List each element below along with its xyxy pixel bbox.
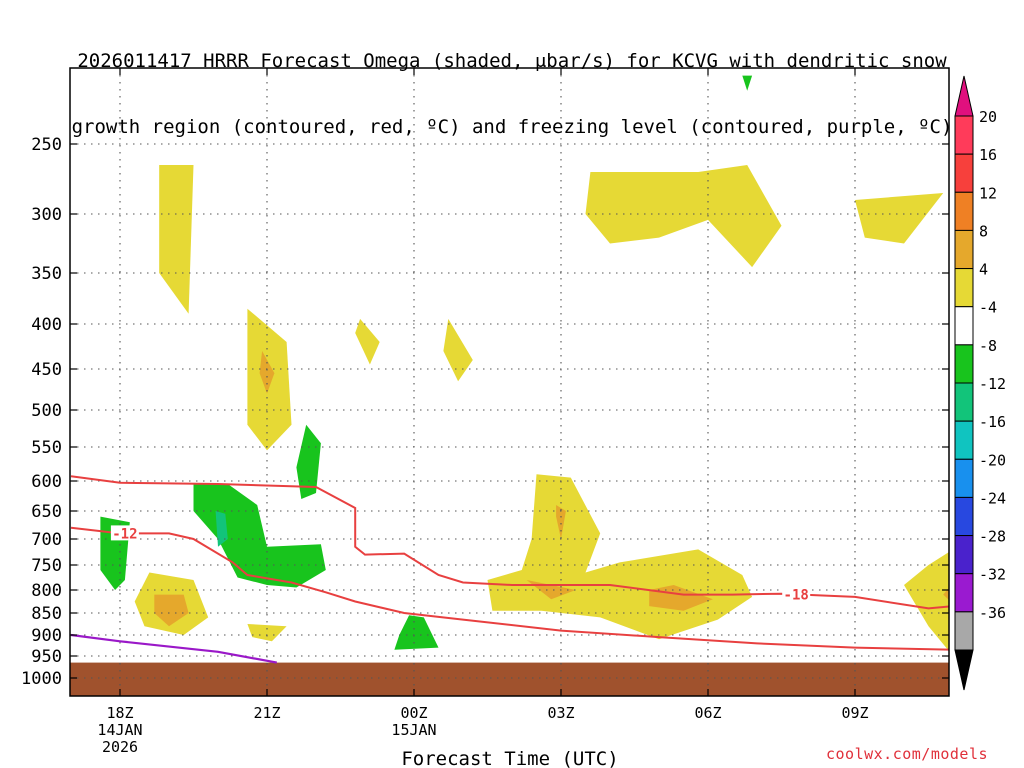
colorbar-label-2: 12 (979, 184, 997, 202)
colorbar-swatch-10 (954, 496, 974, 537)
colorbar-swatch-12 (954, 573, 974, 613)
omega-region-9 (247, 624, 287, 642)
y-tick-label-600: 600 (31, 472, 62, 492)
dendritic-contour-1 (70, 526, 949, 651)
x-tick-label-00Z: 00Z (400, 704, 427, 722)
omega-region-11 (556, 505, 566, 539)
colorbar-swatch-9 (954, 458, 974, 498)
y-tick-label-300: 300 (31, 205, 62, 225)
y-tick-label-500: 500 (31, 401, 62, 421)
x-tick-sublabel-00Z: 15JAN (391, 721, 436, 739)
omega-region-18 (215, 511, 228, 547)
omega-region-10 (487, 474, 753, 640)
omega-region-0 (159, 165, 194, 314)
colorbar-label-12: -32 (979, 566, 1006, 584)
colorbar-swatch-2 (954, 191, 974, 231)
colorbar-swatch-13 (954, 611, 974, 651)
colorbar-label-6: -8 (979, 337, 997, 355)
plot-frame (69, 67, 950, 697)
y-tick-label-400: 400 (31, 315, 62, 335)
omega-region-6 (855, 193, 944, 244)
y-tick-label-750: 750 (31, 556, 62, 576)
colorbar-swatch-8 (954, 420, 974, 460)
colorbar-swatch-5 (954, 306, 974, 346)
omega-region-8 (154, 594, 189, 627)
colorbar-swatch-3 (954, 229, 974, 270)
contour-label-1: -18 (784, 588, 809, 604)
omega-region-3 (355, 318, 380, 365)
y-tick-label-700: 700 (31, 530, 62, 550)
x-axis-label: Forecast Time (UTC) (401, 748, 618, 768)
contour-label-bg-1 (782, 586, 811, 602)
freezing-level-contour (70, 633, 277, 664)
colorbar-label-8: -16 (979, 413, 1006, 431)
omega-region-5 (585, 165, 782, 268)
omega-region-4 (443, 318, 473, 382)
omega-region-17 (193, 484, 326, 588)
colorbar-label-9: -20 (979, 451, 1006, 469)
omega-region-14 (904, 551, 949, 652)
colorbar-swatch-11 (954, 535, 974, 575)
ground-surface (70, 662, 949, 696)
omega-region-20 (394, 615, 439, 650)
colorbar-swatch-1 (954, 153, 974, 193)
colorbar-label-3: 8 (979, 222, 988, 240)
x-tick-sublabel-18Z: 14JAN (97, 721, 142, 739)
colorbar-swatch-7 (954, 382, 974, 422)
colorbar-label-5: -4 (979, 299, 997, 317)
y-tick-label-650: 650 (31, 502, 62, 522)
contour-label-bg-0 (110, 525, 139, 541)
x-tick-label-03Z: 03Z (547, 704, 574, 722)
y-tick-label-450: 450 (31, 360, 62, 380)
colorbar-bottom-arrow (954, 649, 974, 691)
colorbar-label-11: -28 (979, 528, 1006, 546)
contour-label-0: -12 (112, 526, 137, 542)
y-tick-label-850: 850 (31, 604, 62, 624)
omega-region-2 (259, 351, 275, 394)
y-tick-label-550: 550 (31, 438, 62, 458)
colorbar-swatch-4 (954, 268, 974, 308)
y-tick-label-950: 950 (31, 647, 62, 667)
colorbar-label-7: -12 (979, 375, 1006, 393)
omega-region-21 (742, 75, 753, 91)
y-tick-label-350: 350 (31, 264, 62, 284)
x-tick-label-06Z: 06Z (694, 704, 721, 722)
colorbar-top-arrow (954, 75, 974, 117)
colorbar-swatch-0 (954, 115, 974, 155)
x-tick-label-09Z: 09Z (841, 704, 868, 722)
credit-link[interactable]: coolwx.com/models (826, 745, 989, 763)
chart-title: 2026011417 HRRR Forecast Omega (shaded, … (0, 6, 1024, 160)
y-tick-label-900: 900 (31, 626, 62, 646)
title-line-1: 2026011417 HRRR Forecast Omega (shaded, … (77, 50, 947, 72)
title-line-2: growth region (contoured, red, ºC) and f… (71, 116, 953, 138)
colorbar-swatch-6 (954, 344, 974, 384)
x-tick-year-18Z: 2026 (102, 738, 138, 756)
y-tick-label-250: 250 (31, 135, 62, 155)
colorbar-label-13: -36 (979, 604, 1006, 622)
x-tick-label-18Z: 18Z (106, 704, 133, 722)
y-tick-label-1000: 1000 (21, 669, 62, 689)
colorbar-label-10: -24 (979, 489, 1006, 507)
x-tick-label-21Z: 21Z (253, 704, 280, 722)
omega-region-19 (296, 424, 321, 499)
colorbar-label-4: 4 (979, 261, 988, 279)
colorbar-label-1: 16 (979, 146, 997, 164)
colorbar-label-0: 20 (979, 108, 997, 126)
y-tick-label-800: 800 (31, 581, 62, 601)
